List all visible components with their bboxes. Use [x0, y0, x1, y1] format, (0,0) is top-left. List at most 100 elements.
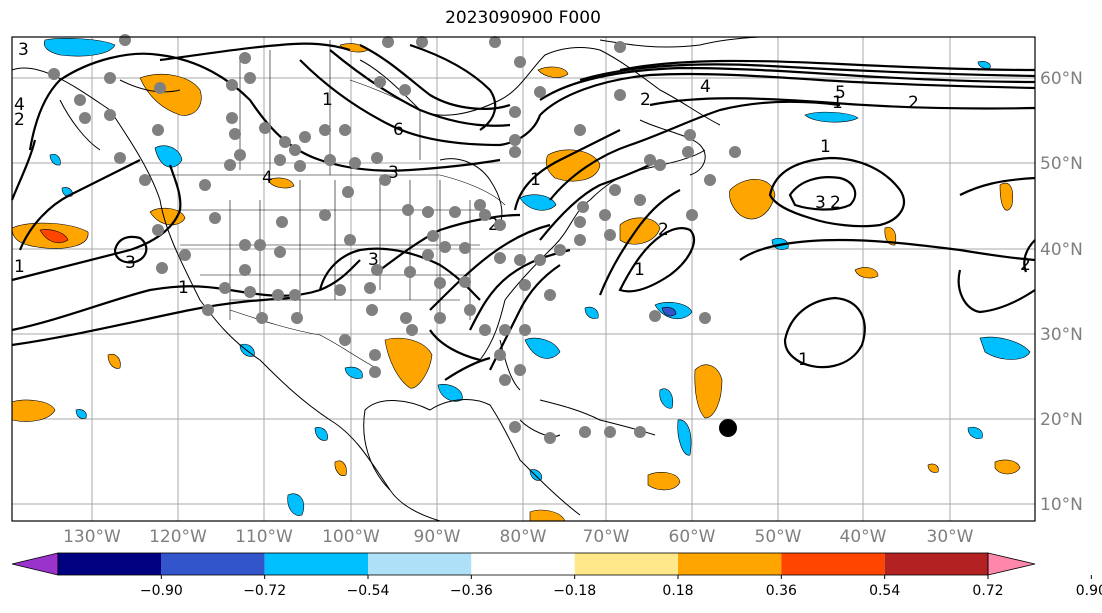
- contour-label: 2: [830, 193, 841, 213]
- station-dot: [686, 209, 698, 221]
- station-dot: [579, 426, 591, 438]
- station-dot: [534, 86, 546, 98]
- station-dots: [48, 34, 741, 444]
- station-dot: [614, 89, 626, 101]
- contour-label: 1: [798, 350, 809, 370]
- station-dot: [519, 324, 531, 336]
- station-dot: [219, 282, 231, 294]
- coastlines: [11, 36, 761, 522]
- station-dot: [339, 334, 351, 346]
- station-dot: [324, 154, 336, 166]
- colorbar-bin: [264, 553, 368, 575]
- station-dot: [459, 276, 471, 288]
- station-dot: [364, 282, 376, 294]
- station-dot: [509, 134, 521, 146]
- map-area: 1 1 3 3 1 1 1 2 2 1 2 2 3 3 1 2 3 2 4 4 …: [10, 34, 1036, 522]
- contour-label: 6: [393, 120, 404, 140]
- colorbar-tick-label: −0.72: [243, 583, 286, 599]
- contour-label: 1: [178, 278, 189, 298]
- contour-label: 5: [835, 83, 846, 103]
- station-dot: [179, 249, 191, 261]
- station-dot: [244, 72, 256, 84]
- station-dot: [434, 312, 446, 324]
- station-dot: [209, 212, 221, 224]
- lon-label: 40°W: [840, 527, 887, 547]
- colorbar: −0.90 −0.72 −0.54 −0.36 −0.18 0.18 0.36 0.54 0.7…: [11, 552, 1102, 599]
- lat-label: 20°N: [1040, 410, 1083, 430]
- station-dot: [291, 312, 303, 324]
- station-dot: [544, 432, 556, 444]
- station-dot: [604, 426, 616, 438]
- station-dot: [554, 244, 566, 256]
- colorbar-tick-label: 0.18: [662, 583, 693, 599]
- station-dot: [574, 216, 586, 228]
- station-dot: [156, 262, 168, 274]
- station-dot: [239, 264, 251, 276]
- station-dot: [494, 349, 506, 361]
- station-dot: [234, 149, 246, 161]
- station-dot: [274, 246, 286, 258]
- station-dot: [279, 136, 291, 148]
- colorbar-tick-label: 0.72: [972, 583, 1003, 599]
- station-dot: [399, 84, 411, 96]
- map-title: 2023090900 F000: [445, 8, 601, 28]
- station-dot: [400, 312, 412, 324]
- contour-label: 1: [634, 260, 645, 280]
- colorbar-frame: [57, 552, 989, 576]
- station-dot: [79, 112, 91, 124]
- contour-label: 3: [125, 253, 136, 273]
- station-dot: [74, 94, 86, 106]
- station-dot: [614, 41, 626, 53]
- station-dot: [499, 374, 511, 386]
- contour-label: 1: [14, 257, 25, 277]
- station-dot: [416, 36, 428, 48]
- station-dot: [202, 304, 214, 316]
- station-dot: [499, 324, 511, 336]
- station-dot: [479, 209, 491, 221]
- station-dot: [422, 206, 434, 218]
- contour-label: 4: [262, 168, 273, 188]
- station-dot: [534, 254, 546, 266]
- station-dot: [342, 186, 354, 198]
- station-dot: [369, 366, 381, 378]
- contour-label: 4: [700, 77, 711, 97]
- station-dot: [382, 36, 394, 48]
- station-dot: [289, 289, 301, 301]
- station-dot: [152, 224, 164, 236]
- station-dot: [489, 36, 501, 48]
- colorbar-bin: [781, 553, 885, 575]
- station-dot: [514, 56, 526, 68]
- colorbar-tick-label: −0.54: [347, 583, 390, 599]
- station-dot: [599, 209, 611, 221]
- station-dot: [574, 124, 586, 136]
- station-dot: [514, 254, 526, 266]
- contour-label: 2: [658, 220, 669, 240]
- contour-label: 3: [18, 40, 29, 60]
- station-dot: [634, 194, 646, 206]
- colorbar-tick-label: −0.36: [450, 583, 493, 599]
- station-dot: [349, 157, 361, 169]
- station-dot: [434, 277, 446, 289]
- contour-label: 4: [14, 95, 25, 115]
- station-dot: [244, 286, 256, 298]
- contour-label: 1: [820, 137, 831, 157]
- lon-label: 80°W: [500, 527, 547, 547]
- station-dot: [104, 72, 116, 84]
- station-dot: [274, 154, 286, 166]
- station-dot: [224, 159, 236, 171]
- contour-label: 2: [14, 110, 25, 130]
- station-dot: [479, 324, 491, 336]
- station-dot: [294, 160, 306, 172]
- colorbar-bin: [58, 553, 162, 575]
- station-dot: [684, 129, 696, 141]
- station-dot: [334, 284, 346, 296]
- latitude-axis: 60°N 50°N 40°N 30°N 20°N 10°N: [1040, 69, 1083, 515]
- station-dot: [339, 124, 351, 136]
- contour-label: 2: [1020, 255, 1031, 275]
- station-dot: [319, 209, 331, 221]
- colorbar-bin: [574, 553, 678, 575]
- storm-center-marker: [719, 419, 737, 437]
- station-dot: [119, 34, 131, 46]
- station-dot: [254, 239, 266, 251]
- station-dot: [199, 179, 211, 191]
